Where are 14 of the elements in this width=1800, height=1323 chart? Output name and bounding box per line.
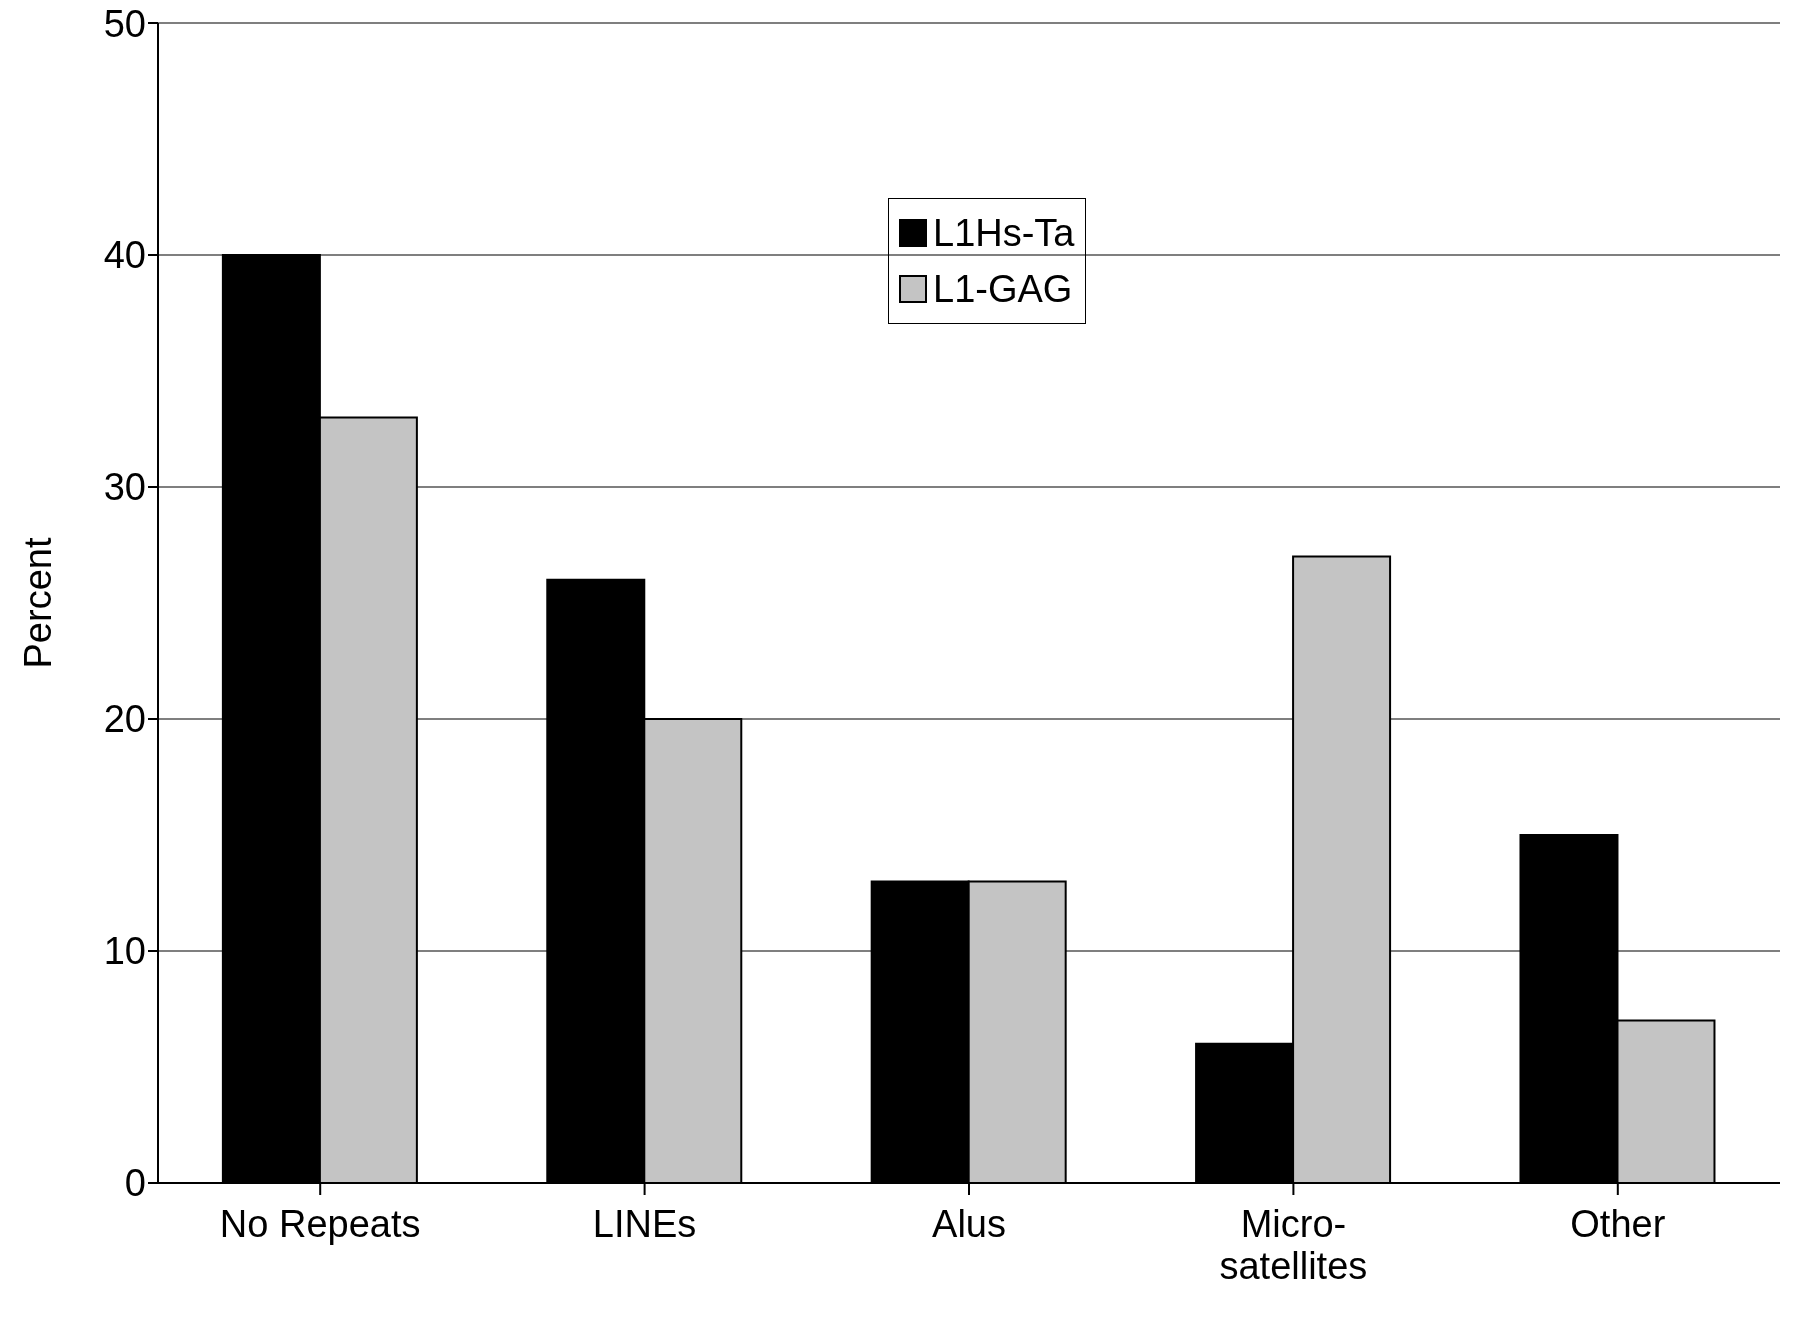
y-tick-label: 40 <box>103 234 146 277</box>
y-axis-title: Percent <box>17 537 60 669</box>
y-tick-label: 50 <box>103 2 146 45</box>
x-tick-label: No Repeats <box>219 1203 421 1245</box>
y-tick-label: 20 <box>103 698 146 741</box>
legend-label: L1-GAG <box>933 267 1073 311</box>
x-tick-label: Micro-satellites <box>1219 1203 1368 1287</box>
x-tick-label: LINEs <box>592 1203 697 1245</box>
x-tick-label: Alus <box>932 1203 1006 1245</box>
legend-label: L1Hs-Ta <box>933 211 1075 255</box>
y-tick-label: 0 <box>124 1162 146 1205</box>
x-tick-label: Other <box>1570 1203 1666 1245</box>
y-tick-label: 10 <box>103 930 146 973</box>
y-tick-label: 30 <box>103 466 146 509</box>
